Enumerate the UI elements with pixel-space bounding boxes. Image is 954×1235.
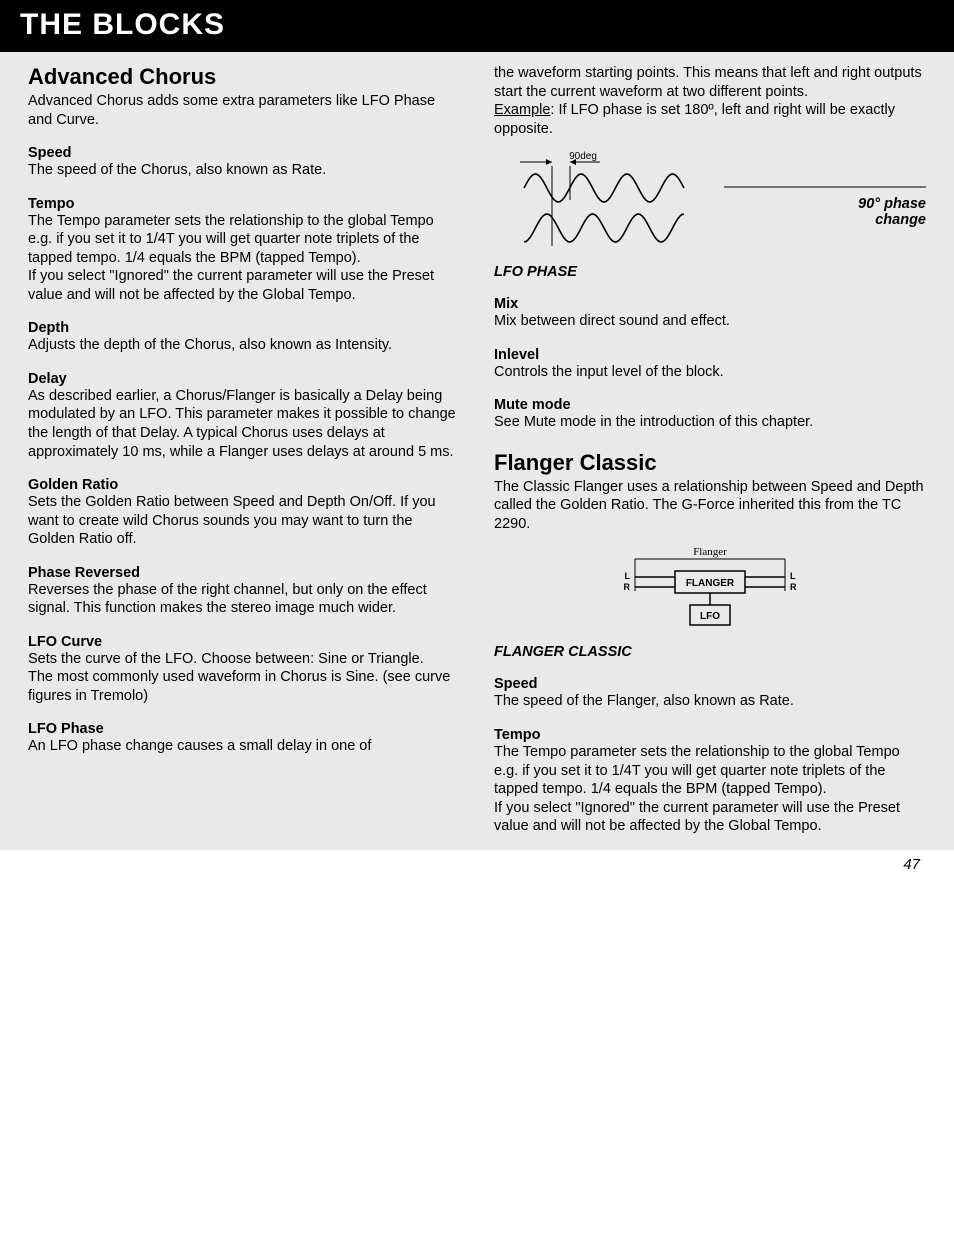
- section2-intro: The Classic Flanger uses a relationship …: [494, 478, 926, 534]
- param-body: The Tempo parameter sets the relationshi…: [28, 212, 460, 305]
- param-body: The speed of the Chorus, also known as R…: [28, 161, 460, 180]
- param-title: Depth: [28, 320, 460, 336]
- page-header: THE BLOCKS: [0, 0, 954, 52]
- param-title: Golden Ratio: [28, 477, 460, 493]
- param-block: TempoThe Tempo parameter sets the relati…: [494, 727, 926, 836]
- param-block: SpeedThe speed of the Chorus, also known…: [28, 145, 460, 180]
- param-title: LFO Curve: [28, 634, 460, 650]
- param-block: SpeedThe speed of the Flanger, also know…: [494, 676, 926, 711]
- param-body: Controls the input level of the block.: [494, 363, 926, 382]
- svg-text:L: L: [790, 571, 796, 581]
- flanger-block-icon: FlangerFLANGERLFOLRLR: [590, 543, 830, 638]
- phase-annotation: 90° phase change: [724, 178, 926, 228]
- param-body: As described earlier, a Chorus/Flanger i…: [28, 387, 460, 461]
- param-body: Sets the Golden Ratio between Speed and …: [28, 493, 460, 549]
- lfo-waveform-icon: 90deg: [494, 148, 714, 258]
- param-title: Mix: [494, 296, 926, 312]
- param-block: MixMix between direct sound and effect.: [494, 296, 926, 331]
- svg-text:90deg: 90deg: [569, 151, 597, 162]
- param-block: Golden RatioSets the Golden Ratio betwee…: [28, 477, 460, 549]
- param-block: InlevelControls the input level of the b…: [494, 347, 926, 382]
- svg-text:LFO: LFO: [700, 611, 720, 622]
- section-title-flanger-classic: Flanger Classic: [494, 450, 926, 476]
- annotation-line-icon: [724, 183, 926, 191]
- page-number: 47: [0, 850, 954, 873]
- param-title: LFO Phase: [28, 721, 460, 737]
- param-title: Tempo: [28, 196, 460, 212]
- svg-text:L: L: [625, 571, 631, 581]
- param-title: Mute mode: [494, 397, 926, 413]
- example-body: : If LFO phase is set 180º, left and rig…: [494, 102, 895, 137]
- param-block: Mute modeSee Mute mode in the introducti…: [494, 397, 926, 432]
- param-body: The speed of the Flanger, also known as …: [494, 692, 926, 711]
- param-title: Inlevel: [494, 347, 926, 363]
- flanger-diagram-caption: FLANGER CLASSIC: [494, 644, 926, 660]
- phase-annot-line1: 90° phase: [724, 196, 926, 212]
- right-column: the waveform starting points. This means…: [494, 64, 926, 836]
- param-block: DepthAdjusts the depth of the Chorus, al…: [28, 320, 460, 355]
- param-body: The Tempo parameter sets the relationshi…: [494, 743, 926, 836]
- param-body: Adjusts the depth of the Chorus, also kn…: [28, 336, 460, 355]
- param-title: Speed: [494, 676, 926, 692]
- param-title: Phase Reversed: [28, 565, 460, 581]
- example-label: Example: [494, 102, 550, 118]
- param-title: Delay: [28, 371, 460, 387]
- section-title-advanced-chorus: Advanced Chorus: [28, 64, 460, 90]
- param-block: LFO CurveSets the curve of the LFO. Choo…: [28, 634, 460, 706]
- lfo-diagram-caption: LFO PHASE: [494, 264, 926, 280]
- svg-text:Flanger: Flanger: [693, 546, 727, 558]
- param-body: Reverses the phase of the right channel,…: [28, 581, 460, 618]
- param-block: DelayAs described earlier, a Chorus/Flan…: [28, 371, 460, 461]
- content-columns: Advanced Chorus Advanced Chorus adds som…: [0, 64, 954, 836]
- left-column: Advanced Chorus Advanced Chorus adds som…: [28, 64, 460, 836]
- param-block: LFO PhaseAn LFO phase change causes a sm…: [28, 721, 460, 756]
- continuation-text: the waveform starting points. This means…: [494, 64, 926, 101]
- example-line: Example: If LFO phase is set 180º, left …: [494, 101, 926, 138]
- param-block: Phase ReversedReverses the phase of the …: [28, 565, 460, 618]
- param-block: TempoThe Tempo parameter sets the relati…: [28, 196, 460, 305]
- param-body: Mix between direct sound and effect.: [494, 312, 926, 331]
- section-intro: Advanced Chorus adds some extra paramete…: [28, 92, 460, 129]
- flanger-diagram: FlangerFLANGERLFOLRLR: [494, 543, 926, 638]
- param-title: Tempo: [494, 727, 926, 743]
- lfo-phase-diagram: 90deg 90° phase change: [494, 148, 926, 258]
- param-body: See Mute mode in the introduction of thi…: [494, 413, 926, 432]
- svg-text:R: R: [624, 582, 631, 592]
- svg-text:R: R: [790, 582, 797, 592]
- phase-annot-line2: change: [724, 212, 926, 228]
- page: THE BLOCKS Advanced Chorus Advanced Chor…: [0, 0, 954, 850]
- param-body: An LFO phase change causes a small delay…: [28, 737, 460, 756]
- param-body: Sets the curve of the LFO. Choose betwee…: [28, 650, 460, 706]
- svg-text:FLANGER: FLANGER: [686, 578, 735, 589]
- param-title: Speed: [28, 145, 460, 161]
